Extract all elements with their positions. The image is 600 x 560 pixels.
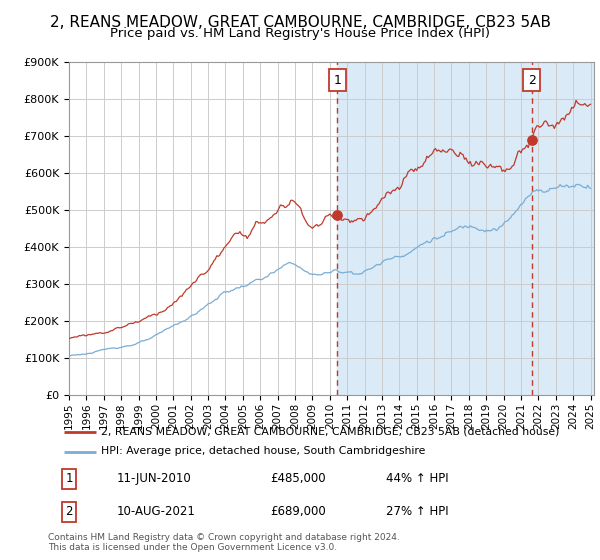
Text: 2: 2 bbox=[65, 505, 73, 519]
Text: 27% ↑ HPI: 27% ↑ HPI bbox=[386, 505, 449, 519]
Text: 2, REANS MEADOW, GREAT CAMBOURNE, CAMBRIDGE, CB23 5AB (detached house): 2, REANS MEADOW, GREAT CAMBOURNE, CAMBRI… bbox=[101, 427, 559, 437]
Point bbox=[332, 211, 342, 220]
Text: HPI: Average price, detached house, South Cambridgeshire: HPI: Average price, detached house, Sout… bbox=[101, 446, 425, 456]
Text: 1: 1 bbox=[334, 73, 341, 87]
Text: 44% ↑ HPI: 44% ↑ HPI bbox=[386, 472, 449, 485]
Text: £689,000: £689,000 bbox=[270, 505, 326, 519]
Text: 10-AUG-2021: 10-AUG-2021 bbox=[116, 505, 196, 519]
Text: Price paid vs. HM Land Registry's House Price Index (HPI): Price paid vs. HM Land Registry's House … bbox=[110, 27, 490, 40]
Text: 11-JUN-2010: 11-JUN-2010 bbox=[116, 472, 191, 485]
Text: This data is licensed under the Open Government Licence v3.0.: This data is licensed under the Open Gov… bbox=[48, 543, 337, 552]
Text: 2: 2 bbox=[528, 73, 536, 87]
Bar bbox=[337, 62, 594, 395]
Text: 2, REANS MEADOW, GREAT CAMBOURNE, CAMBRIDGE, CB23 5AB: 2, REANS MEADOW, GREAT CAMBOURNE, CAMBRI… bbox=[49, 15, 551, 30]
Text: 1: 1 bbox=[65, 472, 73, 485]
Text: Contains HM Land Registry data © Crown copyright and database right 2024.: Contains HM Land Registry data © Crown c… bbox=[48, 533, 400, 542]
Text: £485,000: £485,000 bbox=[270, 472, 325, 485]
Point bbox=[527, 135, 536, 144]
